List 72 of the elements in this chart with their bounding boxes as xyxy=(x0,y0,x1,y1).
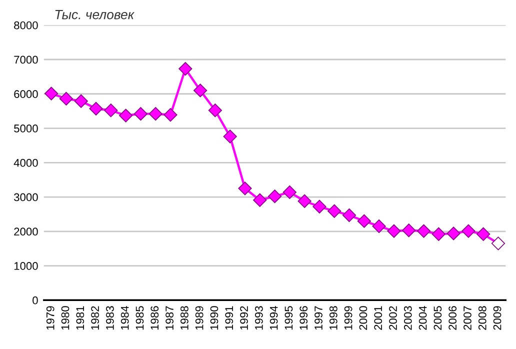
x-tick-label: 1986 xyxy=(150,306,159,330)
point xyxy=(446,226,460,240)
x-tick-label: 1998 xyxy=(329,306,338,330)
point xyxy=(298,194,312,208)
y-tick-label: 3000 xyxy=(14,193,38,202)
y-tick-label: 5000 xyxy=(14,124,38,132)
x-tick-label: 1982 xyxy=(91,306,99,330)
x-tick-label: 1996 xyxy=(300,306,308,330)
point xyxy=(312,200,326,214)
point xyxy=(268,190,282,204)
x-tick-label: 2001 xyxy=(374,306,382,330)
point xyxy=(178,62,192,76)
y-tick-label: 4000 xyxy=(14,158,38,167)
x-tick-label: 1983 xyxy=(106,306,114,330)
x-tick-label: 1989 xyxy=(195,306,204,330)
point xyxy=(253,193,267,207)
point xyxy=(372,219,386,234)
point xyxy=(59,92,74,106)
point xyxy=(432,227,446,241)
point xyxy=(74,94,88,108)
y-tick-label: 1000 xyxy=(14,262,38,270)
point xyxy=(104,104,118,118)
point xyxy=(282,185,296,199)
y-tick-label: 8000 xyxy=(14,21,38,30)
x-tick-label: 2000 xyxy=(359,306,368,330)
x-tick-label: 1995 xyxy=(284,306,293,330)
point xyxy=(491,236,506,250)
point xyxy=(462,224,476,238)
x-tick-label: 1991 xyxy=(225,306,234,330)
point xyxy=(223,130,237,144)
point xyxy=(44,86,58,100)
x-tick-label: 1992 xyxy=(240,306,248,330)
x-tick-label: 1993 xyxy=(254,306,263,330)
y-axis-title: Тыс. человек xyxy=(55,10,135,20)
point xyxy=(208,104,222,118)
point xyxy=(416,224,431,238)
point xyxy=(164,108,178,122)
point xyxy=(134,107,148,121)
point xyxy=(387,224,401,238)
x-tick-label: 1997 xyxy=(314,306,322,330)
point xyxy=(357,214,371,228)
point xyxy=(342,208,356,222)
x-tick-label: 2009 xyxy=(493,306,502,330)
x-tick-label: 2008 xyxy=(478,306,486,330)
x-tick-label: 2006 xyxy=(448,306,457,330)
x-tick-label: 1985 xyxy=(136,306,144,330)
x-tick-label: 2007 xyxy=(464,306,472,330)
x-tick-label: 1980 xyxy=(61,306,70,330)
y-tick-label: 0 xyxy=(32,296,38,304)
x-tick-label: 1999 xyxy=(344,306,352,330)
point xyxy=(402,224,416,238)
y-tick-label: 2000 xyxy=(14,228,38,236)
x-tick-label: 2004 xyxy=(418,306,427,330)
x-tick-label: 1984 xyxy=(120,306,129,330)
point xyxy=(328,204,342,218)
x-tick-label: 2005 xyxy=(434,306,442,330)
point xyxy=(238,182,252,196)
y-tick-label: 6000 xyxy=(14,90,38,98)
point xyxy=(476,227,490,241)
point xyxy=(118,108,133,122)
point xyxy=(148,107,162,121)
x-tick-label: 2002 xyxy=(389,306,397,330)
x-tick-label: 1987 xyxy=(166,306,174,330)
point xyxy=(193,84,208,98)
x-tick-label: 2003 xyxy=(404,306,412,330)
x-tick-label: 1979 xyxy=(46,306,54,330)
x-tick-label: 1981 xyxy=(76,306,84,330)
point xyxy=(89,102,103,116)
x-tick-label: 1988 xyxy=(180,306,188,330)
x-tick-label: 1994 xyxy=(270,306,278,330)
x-tick-label: 1990 xyxy=(210,306,218,330)
y-tick-label: 7000 xyxy=(14,56,38,64)
